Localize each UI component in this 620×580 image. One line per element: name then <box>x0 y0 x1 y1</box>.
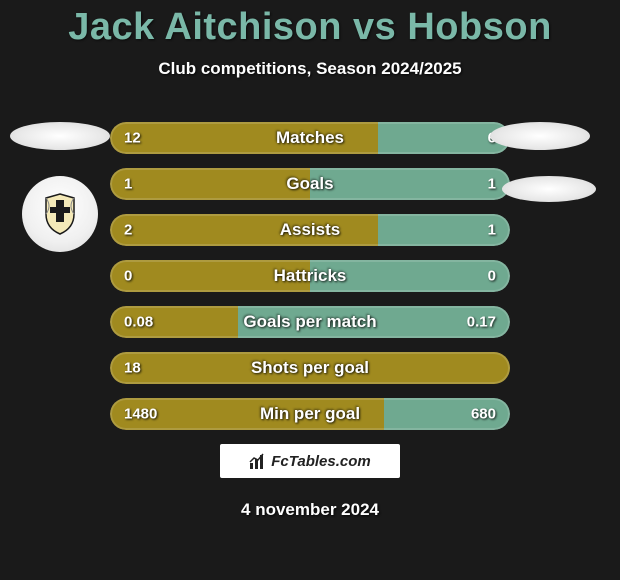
subtitle: Club competitions, Season 2024/2025 <box>0 59 620 79</box>
stat-row: 21Assists <box>110 214 510 246</box>
stat-bar-right <box>310 260 510 292</box>
stat-bar-left <box>110 214 378 246</box>
stat-row: 126Matches <box>110 122 510 154</box>
page-title: Jack Aitchison vs Hobson <box>0 0 620 49</box>
stat-row: 11Goals <box>110 168 510 200</box>
stat-bar-left <box>110 306 238 338</box>
stat-bar-right <box>310 168 510 200</box>
stat-bar-right <box>378 214 510 246</box>
team-oval <box>502 176 596 202</box>
stats-bars: 126Matches 11Goals 21Assists 00Hattricks 0.0… <box>110 122 510 444</box>
stat-bar-right <box>238 306 510 338</box>
shield-icon <box>42 192 78 236</box>
stat-row: 00Hattricks <box>110 260 510 292</box>
watermark: FcTables.com <box>220 444 400 478</box>
stat-row: 0.080.17Goals per match <box>110 306 510 338</box>
stat-bar-left <box>110 122 378 154</box>
stat-bar-left <box>110 398 384 430</box>
date: 4 november 2024 <box>0 500 620 520</box>
stat-bar-left <box>110 168 310 200</box>
chart-icon <box>249 452 267 470</box>
stat-bar-left <box>110 260 310 292</box>
stat-bar-left <box>110 352 510 384</box>
stat-row: 1480680Min per goal <box>110 398 510 430</box>
stat-bar-right <box>384 398 510 430</box>
club-crest <box>22 176 98 252</box>
team-oval <box>10 122 110 150</box>
stat-row: 18Shots per goal <box>110 352 510 384</box>
team-oval <box>490 122 590 150</box>
watermark-text: FcTables.com <box>271 453 370 470</box>
